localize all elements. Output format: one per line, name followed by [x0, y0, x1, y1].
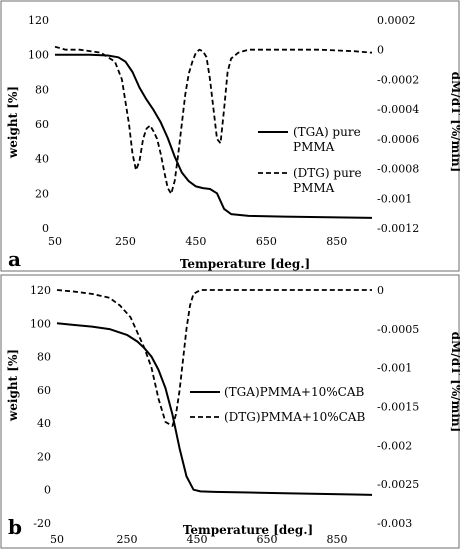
panel-b-y2-tick-label: 0	[377, 284, 384, 297]
panel-b-y-axis-title: weight [%]	[6, 349, 20, 422]
panel-b-y2-tick-label: -0.003	[377, 517, 412, 530]
panel-b-x-tick-label: 450	[187, 533, 208, 546]
panel-a-y2-tick-label: 0.0002	[377, 14, 416, 27]
panel-a-x-tick-label: 250	[115, 235, 136, 248]
panel-b-y-tick-label: 80	[37, 351, 51, 364]
panel-b-y-tick-label: 120	[30, 284, 51, 297]
panel-a-frame	[0, 0, 460, 272]
panel-a-y-axis-title: weight [%]	[6, 86, 20, 159]
panel-a-y-tick-label: 60	[35, 118, 49, 131]
panel-a-legend: (TGA) pure PMMA (DTG) pure PMMA	[258, 125, 362, 195]
panel-b-legend: (TGA)PMMA+10%CAB (DTG)PMMA+10%CAB	[190, 385, 365, 424]
panel-b-legend-dtg-label: (DTG)PMMA+10%CAB	[224, 410, 365, 424]
panel-a-legend-dtg-label: (DTG) pure PMMA	[293, 166, 362, 195]
panel-a-series-dtg-line	[54, 45, 373, 195]
panel-b-y2-tick-label: -0.0025	[377, 478, 419, 491]
panel-a-y2-tick-label: -0.0012	[377, 222, 419, 235]
panel-a-y2-tick-label: -0.0004	[377, 103, 419, 116]
panel-b-y-tick-label: 100	[30, 317, 51, 330]
panel-b-series-tga-line	[56, 322, 373, 496]
panel-b-legend-tga-label: (TGA)PMMA+10%CAB	[224, 385, 365, 399]
panel-a-y-tick-label: 80	[35, 83, 49, 96]
panel-a-x-tick-label: 850	[326, 235, 347, 248]
panel-b-y2-axis-title: dM/dT [%/min]	[449, 332, 460, 433]
panel-b-y-tick-label: -20	[33, 517, 51, 530]
panel-b-y-tick-label: 0	[44, 484, 51, 497]
panel-b: 50 250 450 650 850 -20 0 20 40 60 80 100 120 -0.003…	[0, 274, 460, 549]
panel-b-x-tick-label: 650	[257, 533, 278, 546]
panel-a-y2-tick-label: -0.0006	[377, 133, 419, 146]
panel-a: 50 250 450 650 850 0 20 40 60 80 100 120 -0.0012 -0…	[0, 0, 460, 272]
panel-a-y2-tick-label: -0.0002	[377, 73, 419, 86]
panel-a-letter: a	[8, 247, 21, 271]
panel-b-frame	[0, 274, 460, 549]
panel-a-x-tick-label: 650	[256, 235, 277, 248]
panel-b-x-tick-label: 850	[327, 533, 348, 546]
panel-a-y-tick-label: 120	[28, 14, 49, 27]
panel-a-y-tick-label: 100	[28, 49, 49, 62]
panel-b-y2-tick-label: -0.0015	[377, 401, 419, 414]
panel-b-y-tick-label: 40	[37, 417, 51, 430]
panel-b-y2-tick-label: -0.002	[377, 439, 412, 452]
panel-b-x-axis-title: Temperature [deg.]	[183, 523, 313, 537]
panel-a-y2-tick-label: -0.0008	[377, 163, 419, 176]
panel-a-y-tick-label: 40	[35, 153, 49, 166]
panel-b-x-tick-label: 250	[117, 533, 138, 546]
panel-a-x-axis-title: Temperature [deg.]	[180, 257, 310, 271]
panel-a-y2-tick-label: 0	[377, 44, 384, 57]
panel-b-x-tick-label: 50	[50, 533, 64, 546]
panel-a-series-tga-line	[55, 53, 373, 219]
panel-b-y-tick-label: 20	[37, 450, 51, 463]
panel-a-x-tick-label: 50	[48, 235, 62, 248]
panel-b-y-tick-label: 60	[37, 384, 51, 397]
panel-b-y2-tick-label: -0.001	[377, 362, 412, 375]
panel-b-y2-tick-label: -0.0005	[377, 323, 419, 336]
panel-a-legend-tga-label: (TGA) pure PMMA	[293, 125, 361, 154]
panel-a-y2-axis-title: dM/dT [%/min]	[449, 72, 460, 173]
panel-b-series-dtg-line	[56, 289, 372, 427]
panel-a-x-tick-label: 450	[185, 235, 206, 248]
panel-a-y2-tick-label: -0.001	[377, 192, 412, 205]
panel-b-letter: b	[8, 515, 22, 539]
panel-a-y-tick-label: 0	[42, 222, 49, 235]
panel-a-y-tick-label: 20	[35, 187, 49, 200]
